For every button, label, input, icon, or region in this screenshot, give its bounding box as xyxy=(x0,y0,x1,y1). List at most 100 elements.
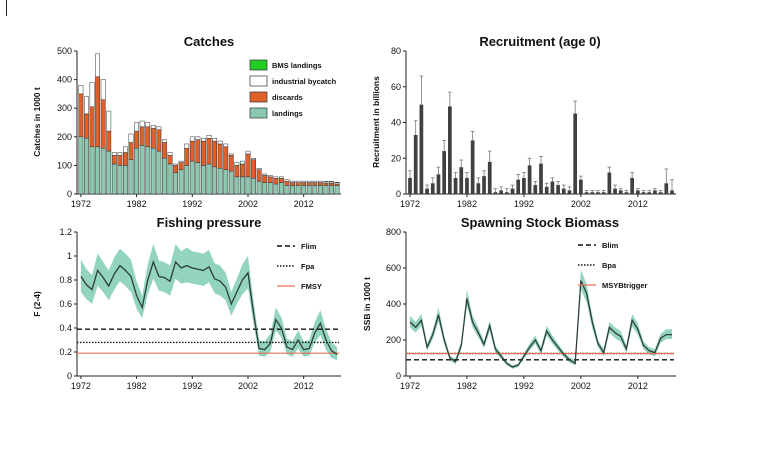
bar-landings xyxy=(178,169,184,195)
bar-landings xyxy=(84,137,89,195)
y-tick-label: 300 xyxy=(57,103,72,113)
bar-industrial-bycatch xyxy=(278,176,284,179)
bar-industrial-bycatch xyxy=(139,120,145,128)
catches-panel: Catches Catches in 1000 t 0 100 200 300 400 500… xyxy=(32,34,341,209)
bar-discards xyxy=(128,142,134,160)
y-tick-label: 0 xyxy=(396,371,401,381)
bar-discards xyxy=(217,143,223,169)
y-tick-label: 60 xyxy=(391,82,401,92)
bar-discards xyxy=(117,155,123,166)
recruitment-bar xyxy=(408,177,412,194)
legend-label: FMSY xyxy=(301,282,322,291)
bar-landings xyxy=(156,150,162,195)
legend-swatch xyxy=(249,75,268,87)
x-tick-label: 1982 xyxy=(127,199,147,209)
bar-industrial-bycatch xyxy=(306,180,312,183)
y-tick-label: 400 xyxy=(57,75,72,85)
panel-title: Catches xyxy=(184,34,235,49)
x-tick-label: 1992 xyxy=(182,199,202,209)
recruitment-bar xyxy=(419,104,424,194)
bar-landings xyxy=(189,160,195,195)
y-tick-label: 80 xyxy=(391,46,401,56)
bar-discards xyxy=(256,169,262,182)
bar-discards xyxy=(245,153,251,178)
ssb-panel: Spawning Stock Biomass SSB in 1000 t 0 200 4… xyxy=(362,215,676,391)
recruitment-bar xyxy=(448,106,452,194)
bar-discards xyxy=(150,127,156,149)
y-axis-label: SSB in 1000 t xyxy=(362,277,372,331)
bar-industrial-bycatch xyxy=(245,150,251,155)
bar-discards xyxy=(273,178,279,185)
bar-landings xyxy=(217,168,223,195)
estimate-line xyxy=(409,280,672,368)
recruitment-bar xyxy=(539,163,543,194)
bar-landings xyxy=(284,185,290,195)
panel-title: Fishing pressure xyxy=(157,215,262,230)
recruitment-bar xyxy=(596,192,600,194)
y-tick-label: 0.4 xyxy=(59,323,72,333)
x-tick-label: 1972 xyxy=(400,199,420,209)
legend-swatch xyxy=(249,59,268,71)
y-tick-label: 200 xyxy=(386,335,401,345)
bar-industrial-bycatch xyxy=(78,85,84,95)
bar-industrial-bycatch xyxy=(84,96,89,115)
bar-landings xyxy=(245,176,251,195)
bar-discards xyxy=(212,140,217,168)
recruitment-bar xyxy=(533,185,538,194)
bar-industrial-bycatch xyxy=(295,180,301,183)
bar-industrial-bycatch xyxy=(301,180,307,183)
bar-industrial-bycatch xyxy=(184,143,190,149)
legend-label: landings xyxy=(272,109,303,118)
y-tick-label: 0.8 xyxy=(59,275,72,285)
bar-landings xyxy=(128,159,134,195)
recruitment-bar xyxy=(584,192,589,194)
bar-landings xyxy=(323,185,329,195)
bar-discards xyxy=(251,159,256,179)
x-tick-label: 1992 xyxy=(514,199,534,209)
estimate-line xyxy=(80,260,338,355)
bar-landings xyxy=(256,180,262,195)
bar-bms-landings xyxy=(334,182,340,184)
recruitment-bar xyxy=(482,176,486,194)
bar-landings xyxy=(167,163,173,195)
bar-landings xyxy=(228,170,234,195)
bar-industrial-bycatch xyxy=(123,146,128,153)
bar-landings xyxy=(134,147,140,195)
bar-landings xyxy=(89,146,95,195)
bar-industrial-bycatch xyxy=(262,173,268,176)
bar-industrial-bycatch xyxy=(111,152,117,156)
bar-discards xyxy=(234,165,240,178)
recruitment-bar xyxy=(465,177,469,194)
x-tick-label: 2012 xyxy=(294,381,314,391)
bar-industrial-bycatch xyxy=(239,160,245,165)
bar-industrial-bycatch xyxy=(251,158,256,160)
bar-discards xyxy=(167,155,173,165)
bar-landings xyxy=(239,176,245,195)
legend-label: discards xyxy=(272,93,303,102)
y-tick-label: 0.6 xyxy=(59,299,72,309)
bar-discards xyxy=(156,129,162,152)
bar-landings xyxy=(195,162,201,195)
bar-industrial-bycatch xyxy=(167,152,173,156)
x-tick-label: 1992 xyxy=(182,381,202,391)
y-axis-label: F (2-4) xyxy=(32,291,42,317)
y-tick-label: 0 xyxy=(396,189,401,199)
bar-landings xyxy=(150,147,156,195)
recruitment-bar xyxy=(470,140,475,194)
bar-industrial-bycatch xyxy=(195,136,201,140)
y-tick-label: 500 xyxy=(57,46,72,56)
recruitment-bar xyxy=(670,190,674,194)
bar-industrial-bycatch xyxy=(206,135,212,139)
legend-label: Blim xyxy=(602,241,619,250)
bar-discards xyxy=(139,126,145,146)
legend-label: Fpa xyxy=(301,262,315,271)
bar-discards xyxy=(223,146,229,170)
bar-discards xyxy=(100,99,106,149)
bar-landings xyxy=(162,158,167,195)
bar-landings xyxy=(206,163,212,195)
bar-discards xyxy=(312,182,318,186)
bar-landings xyxy=(251,178,256,195)
bar-discards xyxy=(206,137,212,165)
x-tick-label: 2002 xyxy=(238,199,258,209)
